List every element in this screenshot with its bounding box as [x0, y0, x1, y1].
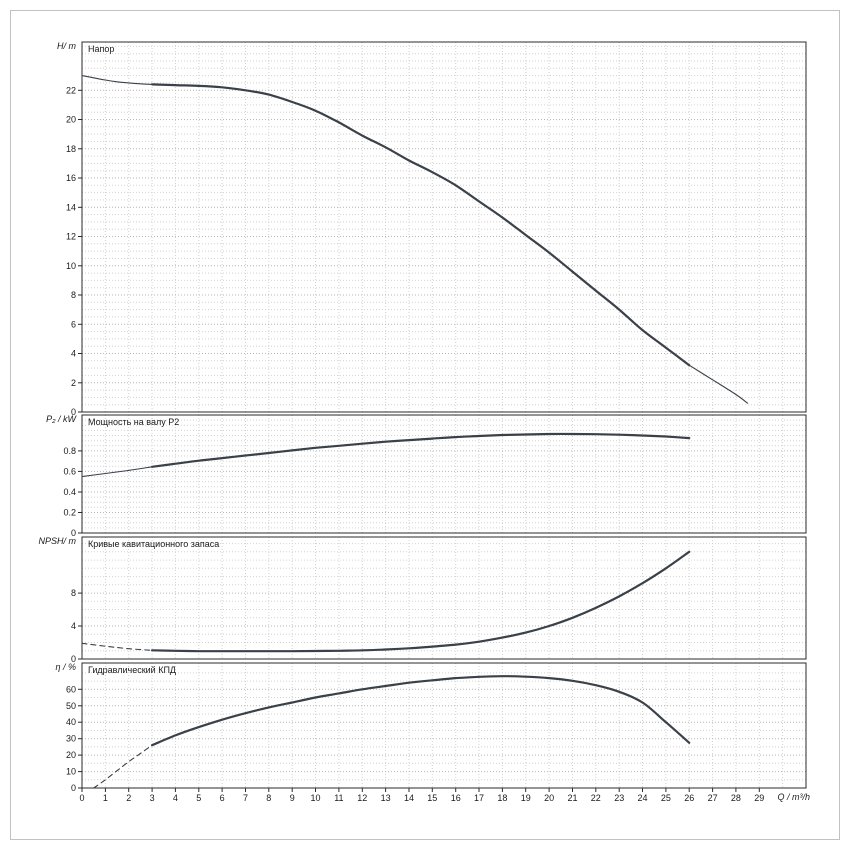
x-tick-label: 2	[126, 793, 131, 803]
y-tick-label: 12	[66, 232, 76, 242]
y-tick-label: 16	[66, 173, 76, 183]
npsh-curve-bold	[151, 550, 691, 653]
x-tick-label: 29	[754, 793, 764, 803]
x-tick-label: 14	[404, 793, 414, 803]
y-tick-label: 4	[71, 621, 76, 631]
panel-border	[81, 41, 807, 413]
head-curve-bold	[151, 83, 691, 367]
x-tick-label: 3	[150, 793, 155, 803]
panel-efficiency: 0 10 20 30 40 50 60	[66, 662, 807, 793]
y-tick-label: 0.4	[63, 487, 76, 497]
y-tick-label: 8	[71, 290, 76, 300]
x-tick-label: 18	[497, 793, 507, 803]
x-tick-label: 19	[521, 793, 531, 803]
x-axis: 0 1 2 3 4 5 6 7 8 9 10 11 12 13 14 15 16 17 18 19 20 21 22 23 24…	[79, 788, 764, 803]
x-tick-label: 13	[381, 793, 391, 803]
y-tick-label: 20	[66, 115, 76, 125]
x-tick-label: 25	[661, 793, 671, 803]
flow-axis-label: Q / m³/h	[777, 792, 810, 802]
x-tick-label: 16	[451, 793, 461, 803]
y-tick-label: 18	[66, 144, 76, 154]
y-tick-label: 40	[66, 717, 76, 727]
x-tick-label: 22	[591, 793, 601, 803]
y-tick-label: 0.2	[63, 508, 76, 518]
y-tick-label: 0	[71, 407, 76, 417]
x-tick-label: 28	[731, 793, 741, 803]
x-tick-label: 8	[266, 793, 271, 803]
x-tick-label: 17	[474, 793, 484, 803]
y-tick-label: 0	[71, 783, 76, 793]
x-tick-label: 23	[614, 793, 624, 803]
y-tick-label: 20	[66, 750, 76, 760]
x-tick-label: 1	[103, 793, 108, 803]
panel-head: 0 2 4 6 8 10 12 14 16 18 20 22	[66, 41, 807, 417]
y-tick-label: 0.6	[63, 466, 76, 476]
x-tick-label: 5	[196, 793, 201, 803]
power-panel-title: Мощность на валу P2	[88, 417, 180, 427]
x-tick-label: 9	[290, 793, 295, 803]
x-tick-label: 10	[310, 793, 320, 803]
npsh-curve-dashed	[81, 642, 153, 651]
panel-border	[81, 536, 807, 660]
panel-power: 0 0.2 0.4 0.6 0.8	[63, 414, 807, 538]
x-tick-label: 15	[427, 793, 437, 803]
efficiency-axis-label: η / %	[55, 662, 76, 672]
x-tick-label: 21	[567, 793, 577, 803]
x-tick-label: 20	[544, 793, 554, 803]
x-tick-label: 11	[334, 793, 343, 803]
y-tick-label: 2	[71, 378, 76, 388]
efficiency-curve-bold	[151, 675, 691, 747]
head-axis-label: H/ m	[57, 41, 76, 51]
head-curve-thin	[81, 75, 153, 85]
panel-border	[81, 414, 807, 534]
x-tick-label: 27	[708, 793, 718, 803]
x-tick-label: 26	[684, 793, 694, 803]
y-tick-label: 0	[71, 528, 76, 538]
power-axis-label: P₂ / kW	[46, 414, 76, 424]
y-tick-label: 4	[71, 349, 76, 359]
efficiency-panel-title: Гидравлический КПД	[88, 665, 177, 675]
npsh-axis-label: NPSH/ m	[38, 536, 76, 546]
y-tick-label: 50	[66, 701, 76, 711]
y-tick-label: 10	[66, 261, 76, 271]
x-tick-label: 7	[243, 793, 248, 803]
panel-border	[81, 662, 807, 789]
x-tick-label: 0	[79, 793, 84, 803]
y-tick-label: 30	[66, 734, 76, 744]
head-panel-title: Напор	[88, 44, 115, 54]
x-tick-label: 24	[637, 793, 647, 803]
y-tick-label: 10	[66, 767, 76, 777]
panel-npsh: 0 4 8	[71, 536, 807, 664]
shaft-power-curve-bold	[151, 432, 691, 468]
y-tick-label: 6	[71, 319, 76, 329]
x-tick-label: 4	[173, 793, 178, 803]
y-tick-label: 60	[66, 684, 76, 694]
x-tick-label: 12	[357, 793, 367, 803]
y-tick-label: 0.8	[63, 446, 76, 456]
y-tick-label: 0	[71, 654, 76, 664]
efficiency-curve-dashed	[93, 744, 153, 789]
x-tick-label: 6	[220, 793, 225, 803]
shaft-power-curve-thin	[81, 466, 153, 478]
y-tick-label: 8	[71, 588, 76, 598]
y-tick-label: 22	[66, 85, 76, 95]
y-tick-label: 14	[66, 202, 76, 212]
npsh-panel-title: Кривые кавитационного запаса	[88, 539, 220, 549]
head-curve-thin	[688, 364, 749, 404]
